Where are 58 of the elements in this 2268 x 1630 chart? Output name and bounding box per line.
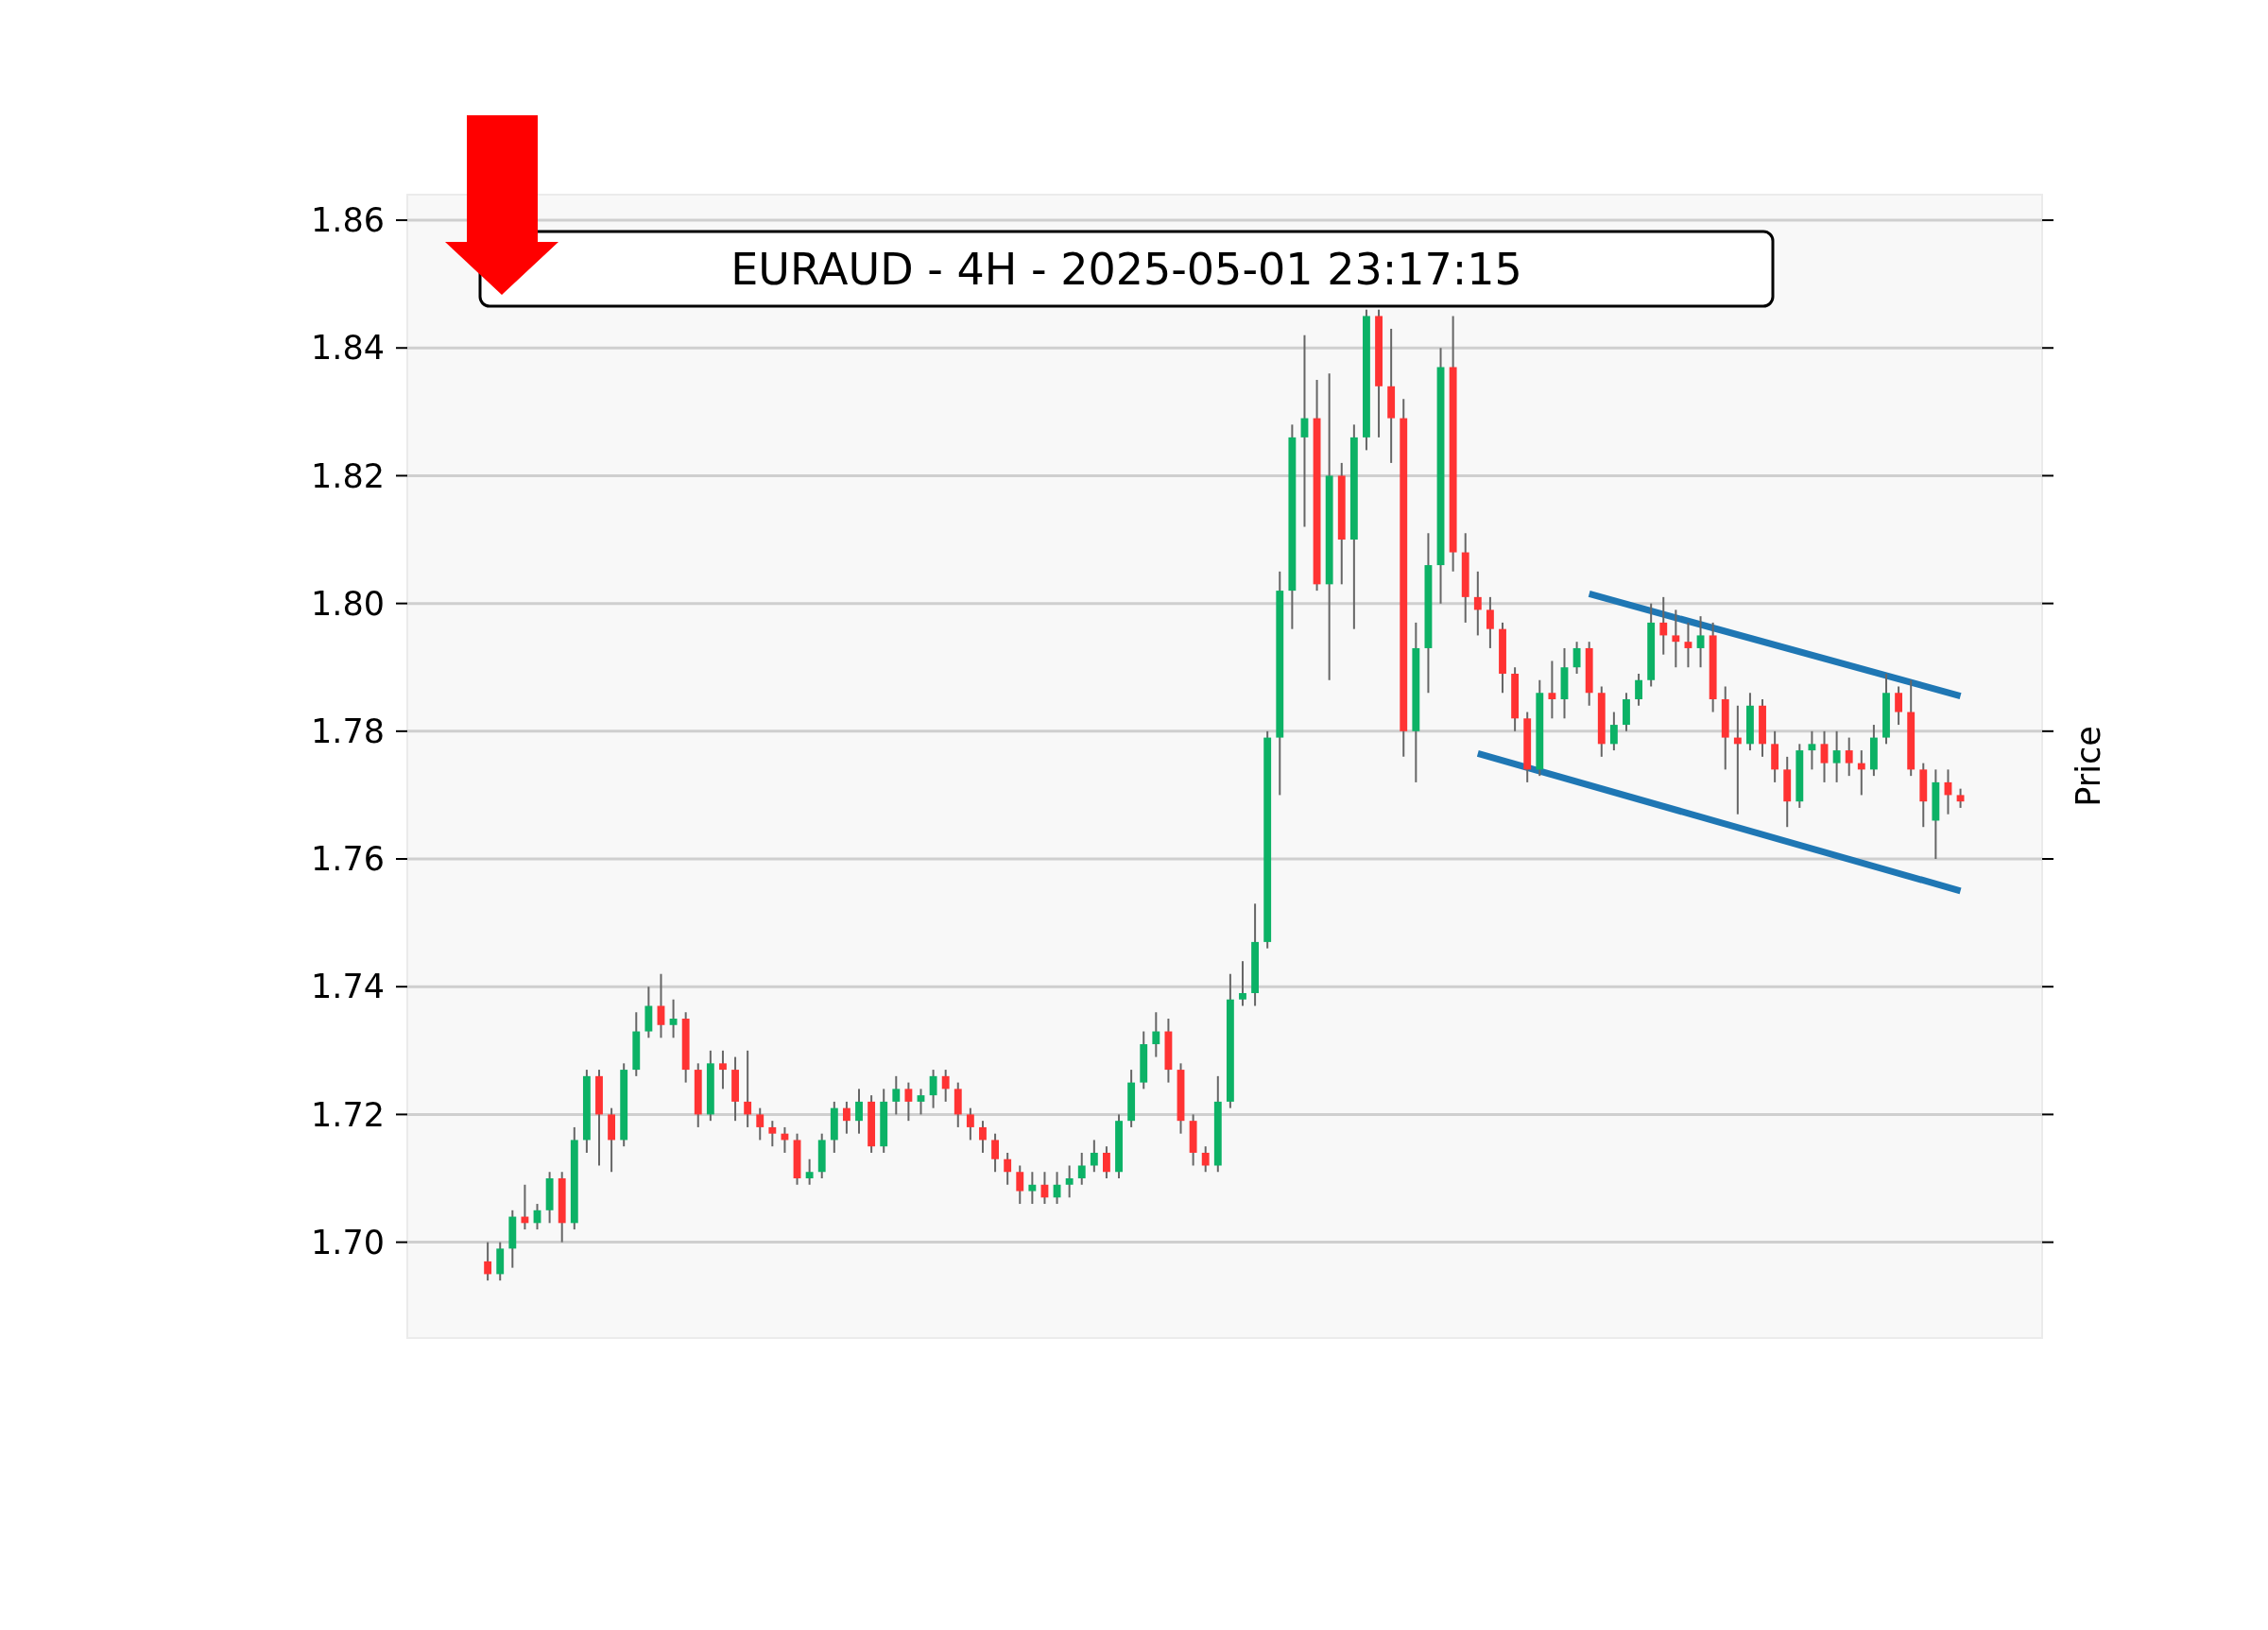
candlestick	[1152, 1011, 1160, 1058]
candlestick	[1103, 1145, 1110, 1180]
candlestick	[1473, 570, 1482, 637]
candlestick	[669, 998, 678, 1039]
candlestick	[1684, 621, 1692, 669]
candlestick	[657, 972, 665, 1039]
candlestick	[1845, 736, 1853, 778]
candlestick	[1895, 685, 1903, 727]
candlestick	[521, 1183, 529, 1231]
candlestick	[484, 1241, 492, 1282]
y-axis-title: Price	[2070, 726, 2107, 807]
candlestick	[1609, 711, 1618, 752]
candlestick	[1004, 1151, 1012, 1186]
y-tick-label: 1.74	[311, 968, 385, 1006]
y-tick-label: 1.86	[311, 201, 385, 240]
candlestick	[1016, 1164, 1024, 1206]
candlestick	[979, 1120, 987, 1154]
y-tick-label: 1.76	[311, 840, 385, 879]
candlestick	[1659, 595, 1668, 656]
candlestick	[917, 1088, 925, 1116]
text: EURAUD - 4H - 2025-05-01 23:17:15	[730, 244, 1522, 296]
candlestick	[1635, 672, 1642, 707]
candlestick	[1090, 1139, 1098, 1174]
candlestick	[855, 1088, 863, 1135]
candlestick	[1672, 609, 1680, 669]
candlestick	[1065, 1164, 1074, 1199]
candlestick	[941, 1069, 950, 1103]
y-tick-label: 1.72	[311, 1095, 385, 1134]
y-tick-label: 1.84	[311, 329, 385, 368]
candlestick	[991, 1132, 999, 1174]
candlestick	[1808, 729, 1816, 771]
candlestick	[1239, 960, 1246, 1007]
candlestick	[1548, 660, 1556, 720]
y-tick-label: 1.82	[311, 456, 385, 495]
candlestick	[768, 1120, 777, 1148]
candlestick	[805, 1158, 814, 1186]
candlestick	[1857, 749, 1865, 797]
candlestick	[904, 1081, 913, 1123]
candlestick	[929, 1069, 937, 1109]
candlestick	[966, 1107, 974, 1141]
candlestick	[1572, 641, 1581, 675]
candlestick	[756, 1107, 765, 1141]
candlestick	[1733, 704, 1742, 815]
candlestick	[1956, 787, 1965, 809]
y-tick-label: 1.80	[311, 584, 385, 623]
candlestick	[892, 1074, 901, 1116]
candlestick	[1028, 1171, 1037, 1206]
candlestick	[1832, 729, 1841, 783]
candlestick	[1201, 1145, 1210, 1174]
candlestick	[1696, 615, 1705, 669]
candlestick	[719, 1049, 727, 1090]
candlestick	[1486, 595, 1494, 649]
candlestick	[842, 1100, 850, 1135]
y-tick-label: 1.78	[311, 712, 385, 751]
candlestick	[1820, 729, 1829, 783]
candlestick	[1077, 1151, 1086, 1186]
candlestick	[744, 1049, 752, 1128]
y-tick-label: 1.70	[311, 1223, 385, 1261]
